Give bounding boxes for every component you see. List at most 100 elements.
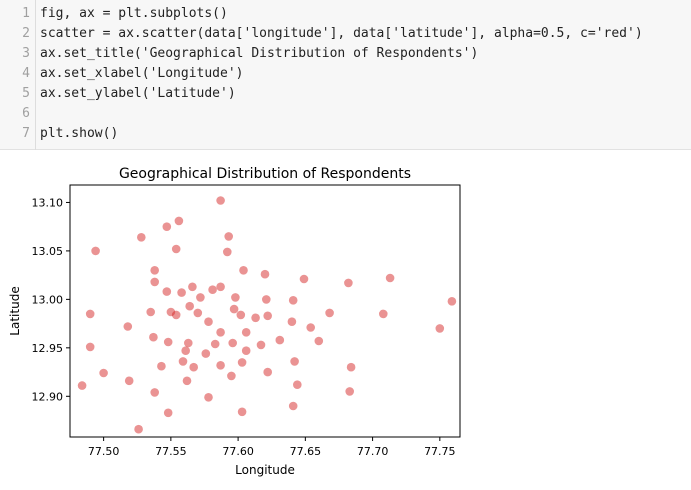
y-tick-label: 13.05 xyxy=(32,245,64,258)
y-axis-label: Latitude xyxy=(8,286,22,335)
scatter-point xyxy=(146,307,155,317)
scatter-point xyxy=(231,293,240,302)
code-line[interactable]: scatter = ax.scatter(data['longitude'], … xyxy=(40,26,643,41)
code-line[interactable]: ax.set_ylabel('Latitude') xyxy=(40,86,236,101)
scatter-point xyxy=(447,297,457,306)
scatter-point xyxy=(185,301,194,311)
scatter-point xyxy=(216,361,225,370)
scatter-point xyxy=(288,296,298,305)
scatter-point xyxy=(171,310,181,320)
scatter-point xyxy=(262,295,271,304)
scatter-point xyxy=(241,346,251,355)
x-tick-label: 77.55 xyxy=(155,445,187,458)
scatter-point xyxy=(208,285,217,294)
y-tick-label: 13.00 xyxy=(32,293,64,306)
line-number: 4 xyxy=(22,66,30,81)
x-tick-label: 77.65 xyxy=(290,445,322,458)
scatter-point xyxy=(275,335,285,345)
scatter-point xyxy=(299,274,309,284)
scatter-point xyxy=(123,322,133,331)
y-tick-label: 12.90 xyxy=(32,390,64,403)
scatter-point xyxy=(263,311,273,321)
scatter-point xyxy=(171,244,181,254)
scatter-point xyxy=(241,328,251,337)
scatter-point xyxy=(149,332,158,342)
scatter-point xyxy=(385,273,395,283)
scatter-point xyxy=(229,304,239,314)
code-line[interactable]: ax.set_title('Geographical Distribution … xyxy=(40,46,479,61)
scatter-point xyxy=(263,367,273,377)
code-line[interactable]: ax.set_xlabel('Longitude') xyxy=(40,66,244,81)
scatter-point xyxy=(163,408,173,418)
x-axis-ticks: 77.50 77.55 77.60 77.65 77.70 77.75 xyxy=(88,437,456,458)
scatter-point xyxy=(344,278,353,288)
scatter-point xyxy=(177,288,186,297)
data-points xyxy=(77,196,457,434)
code-line[interactable]: fig, ax = plt.subplots() xyxy=(40,6,228,21)
scatter-point xyxy=(306,323,316,332)
scatter-point xyxy=(223,247,232,257)
scatter-point xyxy=(162,222,172,231)
scatter-point xyxy=(77,381,87,390)
code-line[interactable]: plt.show() xyxy=(40,126,119,141)
line-number: 2 xyxy=(22,26,30,41)
scatter-point xyxy=(201,349,211,358)
scatter-point xyxy=(189,362,198,372)
scatter-chart: Geographical Distribution of Respondents… xyxy=(8,166,461,477)
scatter-point xyxy=(163,337,173,347)
scatter-point xyxy=(237,407,247,417)
scatter-point xyxy=(137,233,146,242)
line-number: 5 xyxy=(22,86,30,101)
x-tick-label: 77.60 xyxy=(222,445,254,458)
y-axis-ticks: 12.90 12.95 13.00 13.05 13.10 xyxy=(32,196,70,403)
scatter-point xyxy=(196,293,205,302)
code-line[interactable] xyxy=(40,104,685,124)
gutter-divider xyxy=(35,0,36,150)
scatter-point xyxy=(288,401,298,411)
scatter-point xyxy=(150,277,159,287)
scatter-point xyxy=(435,324,445,333)
x-tick-label: 77.50 xyxy=(88,445,120,458)
line-number: 3 xyxy=(22,46,30,61)
scatter-point xyxy=(227,371,236,381)
code-editor[interactable]: fig, ax = plt.subplots() scatter = ax.sc… xyxy=(40,4,685,144)
line-number: 1 xyxy=(22,6,30,21)
scatter-point xyxy=(237,358,247,367)
scatter-point xyxy=(314,336,324,346)
scatter-point xyxy=(239,266,248,275)
scatter-point xyxy=(162,287,172,296)
scatter-point xyxy=(178,357,188,366)
scatter-point xyxy=(379,309,388,319)
scatter-point xyxy=(256,340,266,350)
scatter-point xyxy=(216,196,225,205)
scatter-point xyxy=(346,362,356,372)
scatter-point xyxy=(204,317,213,326)
scatter-point xyxy=(293,380,302,389)
y-tick-label: 12.95 xyxy=(32,342,64,355)
scatter-point xyxy=(236,310,246,320)
line-number: 6 xyxy=(22,106,30,121)
scatter-point xyxy=(216,282,225,292)
scatter-point xyxy=(228,338,237,348)
scatter-point xyxy=(85,309,95,319)
scatter-point xyxy=(345,387,355,396)
scatter-point xyxy=(134,424,143,434)
cell-output: Geographical Distribution of Respondents… xyxy=(0,150,691,486)
scatter-point xyxy=(124,376,134,386)
scatter-point xyxy=(260,269,270,279)
scatter-point xyxy=(224,232,233,241)
y-tick-label: 13.10 xyxy=(32,196,64,209)
scatter-point xyxy=(182,376,192,386)
scatter-point xyxy=(188,282,197,292)
scatter-point xyxy=(157,361,166,371)
scatter-point xyxy=(287,317,297,326)
scatter-point xyxy=(184,338,193,348)
code-cell[interactable]: 1 2 3 4 5 6 7 fig, ax = plt.subplots() s… xyxy=(0,0,691,150)
scatter-point xyxy=(204,393,213,402)
scatter-point xyxy=(99,368,108,378)
scatter-point xyxy=(290,357,299,366)
scatter-point xyxy=(216,328,225,337)
scatter-point xyxy=(251,313,260,323)
scatter-point xyxy=(181,346,190,355)
plot-area xyxy=(69,184,461,438)
